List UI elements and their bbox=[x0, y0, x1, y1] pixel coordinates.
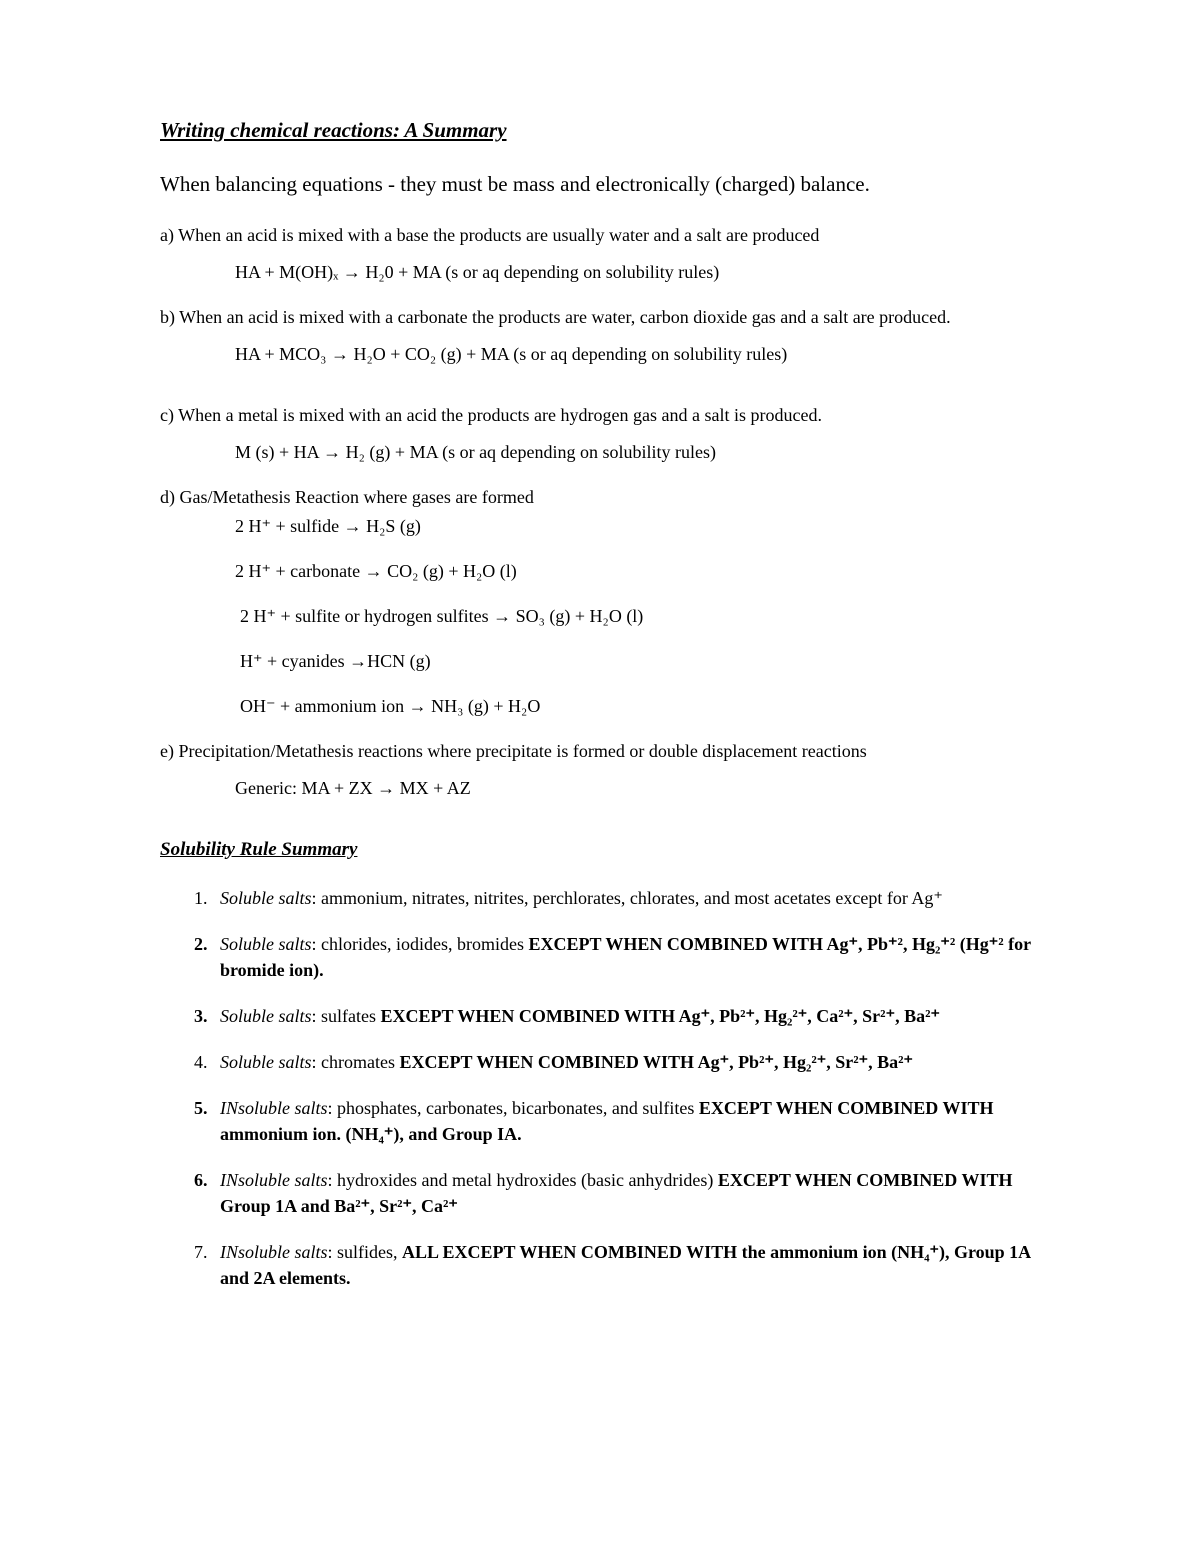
rule-1: Soluble salts: ammonium, nitrates, nitri… bbox=[212, 885, 1040, 911]
rule-6-prefix: INsoluble salts bbox=[220, 1170, 328, 1190]
rule-2-mid: : chlorides, iodides, bromides bbox=[312, 934, 529, 954]
rule-5: INsoluble salts: phosphates, carbonates,… bbox=[212, 1095, 1040, 1147]
rule-3-bold: EXCEPT WHEN COMBINED WITH Ag⁺, Pb²⁺, Hg₂… bbox=[381, 1006, 940, 1026]
intro-text: When balancing equations - they must be … bbox=[160, 169, 1040, 201]
rule-2-prefix: Soluble salts bbox=[220, 934, 312, 954]
rule-4-prefix: Soluble salts bbox=[220, 1052, 312, 1072]
rule-1-prefix: Soluble salts bbox=[220, 888, 312, 908]
item-d-eq5: OH⁻ + ammonium ion → NH₃ (g) + H₂O bbox=[240, 693, 1040, 720]
item-d-eq2: 2 H⁺ + carbonate → CO₂ (g) + H₂O (l) bbox=[235, 558, 1040, 585]
rule-7-prefix: INsoluble salts bbox=[220, 1242, 328, 1262]
rule-6-mid: : hydroxides and metal hydroxides (basic… bbox=[328, 1170, 718, 1190]
rule-1-text: : ammonium, nitrates, nitrites, perchlor… bbox=[312, 888, 943, 908]
item-a-equation: HA + M(OH)ₓ → H₂0 + MA (s or aq dependin… bbox=[235, 259, 1040, 286]
item-a: a) When an acid is mixed with a base the… bbox=[160, 222, 1040, 249]
page-title: Writing chemical reactions: A Summary bbox=[160, 115, 1040, 147]
item-b: b) When an acid is mixed with a carbonat… bbox=[160, 304, 1040, 331]
section-solubility-title: Solubility Rule Summary bbox=[160, 836, 1040, 865]
rule-3: Soluble salts: sulfates EXCEPT WHEN COMB… bbox=[212, 1003, 1040, 1029]
item-d: d) Gas/Metathesis Reaction where gases a… bbox=[160, 484, 1040, 511]
rule-4: Soluble salts: chromates EXCEPT WHEN COM… bbox=[212, 1049, 1040, 1075]
item-d-eq1: 2 H⁺ + sulfide → H₂S (g) bbox=[235, 513, 1040, 540]
rule-4-bold: EXCEPT WHEN COMBINED WITH Ag⁺, Pb²⁺, Hg₂… bbox=[400, 1052, 914, 1072]
solubility-rules-list: Soluble salts: ammonium, nitrates, nitri… bbox=[172, 885, 1040, 1292]
rule-6: INsoluble salts: hydroxides and metal hy… bbox=[212, 1167, 1040, 1219]
rule-3-prefix: Soluble salts bbox=[220, 1006, 312, 1026]
document-page: Writing chemical reactions: A Summary Wh… bbox=[0, 0, 1200, 1553]
item-c: c) When a metal is mixed with an acid th… bbox=[160, 402, 1040, 429]
rule-3-mid: : sulfates bbox=[312, 1006, 381, 1026]
item-c-equation: M (s) + HA → H₂ (g) + MA (s or aq depend… bbox=[235, 439, 1040, 466]
rule-2: Soluble salts: chlorides, iodides, bromi… bbox=[212, 931, 1040, 983]
rule-4-mid: : chromates bbox=[312, 1052, 400, 1072]
item-d-eq4: H⁺ + cyanides →HCN (g) bbox=[240, 648, 1040, 675]
rule-7: INsoluble salts: sulfides, ALL EXCEPT WH… bbox=[212, 1239, 1040, 1291]
rule-7-mid: : sulfides, bbox=[328, 1242, 403, 1262]
item-e: e) Precipitation/Metathesis reactions wh… bbox=[160, 738, 1040, 765]
rule-5-mid: : phosphates, carbonates, bicarbonates, … bbox=[328, 1098, 699, 1118]
item-d-eq3: 2 H⁺ + sulfite or hydrogen sulfites → SO… bbox=[240, 603, 1040, 630]
rule-5-prefix: INsoluble salts bbox=[220, 1098, 328, 1118]
item-b-equation: HA + MCO₃ → H₂O + CO₂ (g) + MA (s or aq … bbox=[235, 341, 1040, 368]
item-e-equation: Generic: MA + ZX → MX + AZ bbox=[235, 775, 1040, 802]
